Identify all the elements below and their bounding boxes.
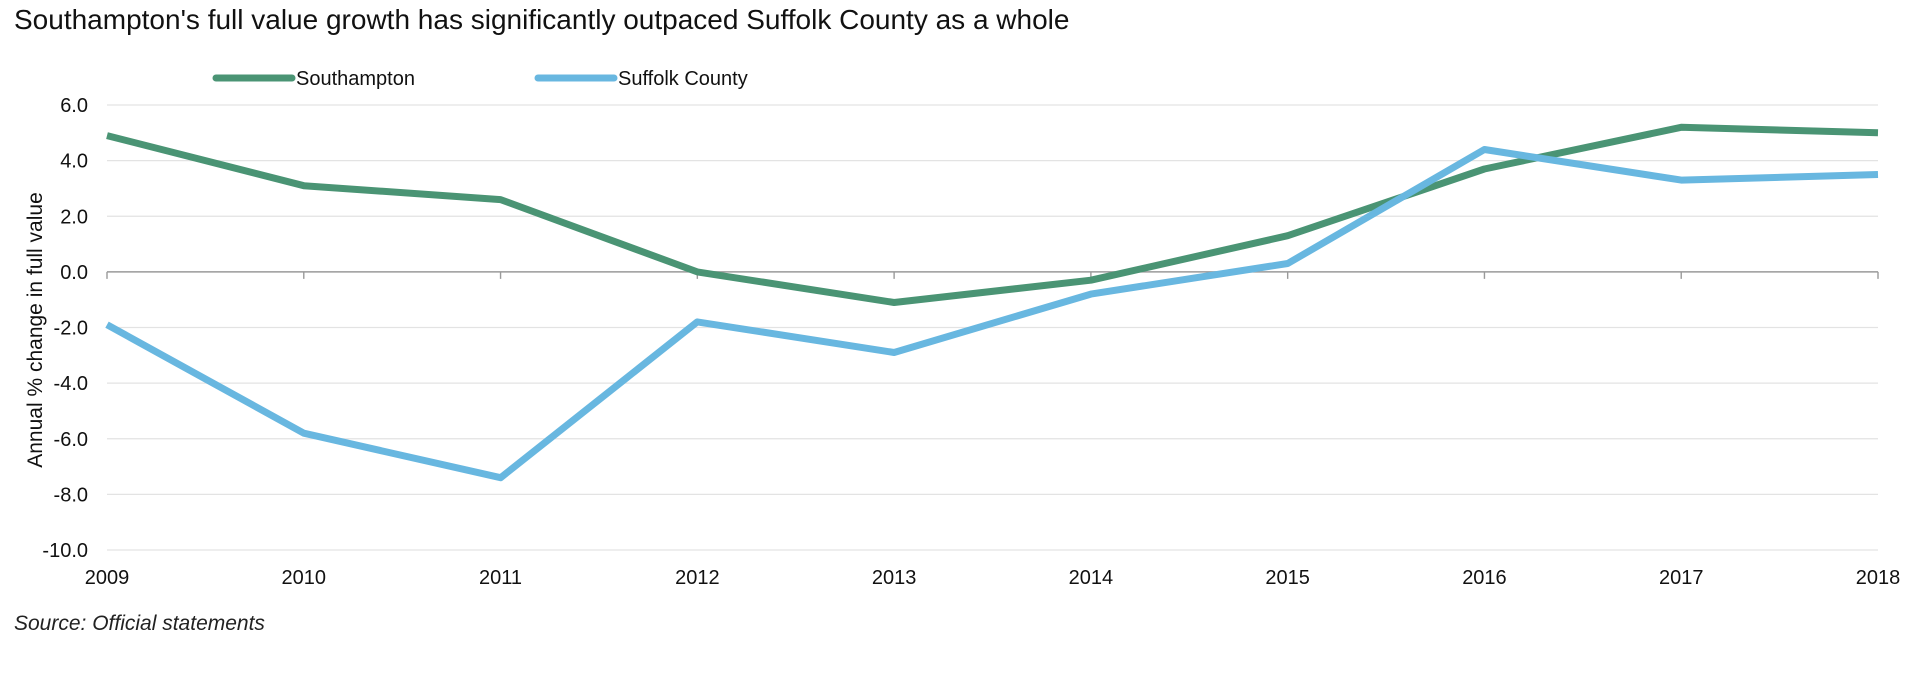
y-tick-label: 0.0: [60, 262, 88, 284]
y-tick-label: 2.0: [60, 206, 88, 228]
x-tick-label: 2015: [1265, 567, 1310, 589]
series-line-southampton: [106, 123, 1879, 306]
x-tick-label: 2009: [85, 567, 130, 589]
legend: Southampton Suffolk County: [212, 68, 748, 90]
x-tick-label: 2018: [1856, 567, 1901, 589]
x-tick-label: 2012: [675, 567, 720, 589]
legend-label: Suffolk County: [618, 68, 748, 90]
y-tick-label: -8.0: [54, 484, 88, 506]
x-tick-label: 2017: [1659, 567, 1704, 589]
source-note: Source: Official statements: [14, 612, 265, 635]
series-lines: [105, 123, 1879, 482]
x-tick-label: 2011: [479, 567, 522, 589]
chart-title: Southampton's full value growth has sign…: [14, 4, 1070, 35]
x-tick-label: 2016: [1462, 567, 1507, 589]
y-tick-label: 6.0: [60, 95, 88, 117]
x-tick-label: 2014: [1069, 567, 1114, 589]
x-tick-label: 2013: [872, 567, 917, 589]
x-tick-label: 2010: [282, 567, 327, 589]
y-tick-label: 4.0: [60, 151, 88, 173]
y-tick-label: -4.0: [54, 373, 88, 395]
gridlines: [107, 104, 1878, 551]
axes: 6.0 4.0 2.0 0.0 -2.0 -4.0 -6.0 -8.0 -10.0 2009 201…: [42, 95, 1900, 589]
y-tick-label: -2.0: [54, 318, 88, 340]
y-tick-label: -6.0: [54, 429, 88, 451]
y-tick-label: -10.0: [42, 540, 88, 562]
legend-label: Southampton: [296, 68, 415, 90]
y-axis-title: Annual % change in full value: [24, 192, 47, 468]
series-line-suffolk-county: [105, 146, 1879, 482]
